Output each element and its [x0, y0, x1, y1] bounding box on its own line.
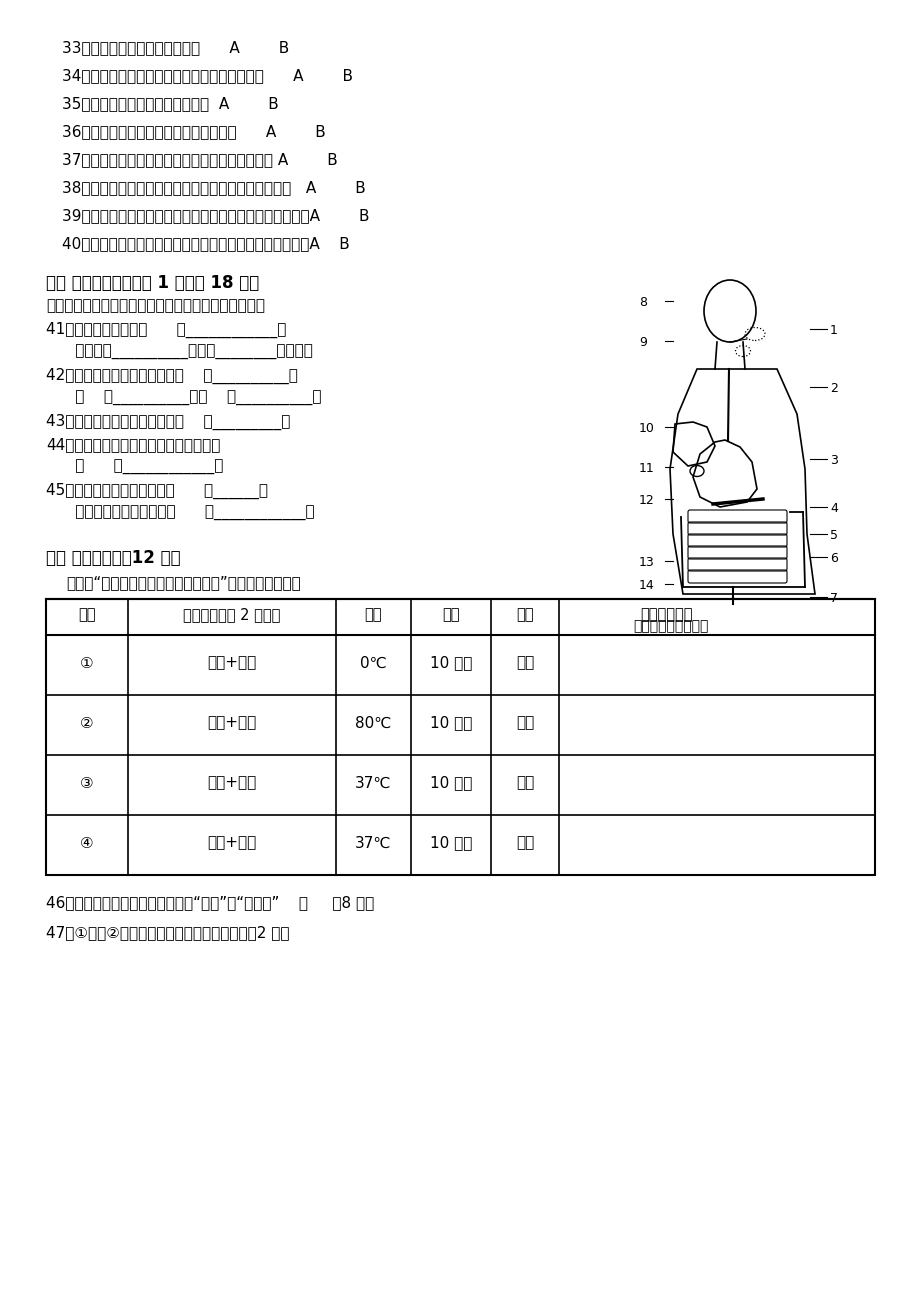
Text: ①: ①	[80, 655, 94, 671]
Text: 下表为“唤液淠粉酶对淠粉的消化作用”的几组实验记录。: 下表为“唤液淠粉酶对淠粉的消化作用”的几组实验记录。	[66, 575, 301, 590]
Text: 5: 5	[829, 529, 837, 542]
Text: 42、位于消化道外的消化腺是【    】__________，: 42、位于消化道外的消化腺是【 】__________，	[46, 368, 298, 384]
Text: 45、淠粉开始消化的部位是【      】______；: 45、淠粉开始消化的部位是【 】______；	[46, 483, 267, 499]
Text: 四． 实验探究题（12 分）: 四． 实验探究题（12 分）	[46, 549, 180, 566]
Text: 3: 3	[829, 454, 837, 467]
Text: 10 分钟: 10 分钟	[429, 836, 471, 850]
Text: 2: 2	[829, 381, 837, 395]
Text: 【      】____________，: 【 】____________，	[46, 460, 223, 475]
Text: 12: 12	[639, 493, 654, 506]
Text: 46．在表格内填写实验现象（选填“变蓝”或“不变蓝”    ）     （8 分）: 46．在表格内填写实验现象（选填“变蓝”或“不变蓝” ） （8 分）	[46, 894, 374, 910]
Text: 磘液: 磘液	[516, 776, 534, 790]
Text: 【    】__________、【    】__________；: 【 】__________、【 】__________；	[46, 391, 321, 406]
Text: 40．身体各处的静脉瓣内表面都有防止血液倒流的静脉瓣。A    B: 40．身体各处的静脉瓣内表面都有防止血液倒流的静脉瓣。A B	[62, 236, 349, 251]
Text: 41、最大的消化腺是【      】____________，: 41、最大的消化腺是【 】____________，	[46, 322, 286, 339]
Text: ④: ④	[80, 836, 94, 850]
Text: 淠粉+唤液: 淠粉+唤液	[207, 716, 256, 730]
Text: 加碘后的现象: 加碘后的现象	[640, 608, 693, 622]
Text: 36．人的胚胎发育开始于卵细胞的产生。      A        B: 36．人的胚胎发育开始于卵细胞的产生。 A B	[62, 124, 325, 139]
Text: 淠粉+唤液: 淠粉+唤液	[207, 655, 256, 671]
Text: 磘液: 磘液	[516, 836, 534, 850]
Text: 47．①号和②号试管的实验现象说明了什么？（2 分）: 47．①号和②号试管的实验现象说明了什么？（2 分）	[46, 924, 289, 940]
Text: 37℃: 37℃	[355, 776, 391, 790]
Text: ②: ②	[80, 716, 94, 730]
Text: 35．越细的支气管，管壁就越薄。  A        B: 35．越细的支气管，管壁就越薄。 A B	[62, 96, 278, 111]
Text: 80℃: 80℃	[355, 716, 391, 730]
Text: 8: 8	[639, 296, 646, 309]
Text: 6: 6	[829, 552, 837, 565]
Text: 7: 7	[829, 592, 837, 605]
Text: 11: 11	[639, 462, 654, 475]
Text: 34．白细胞和血小板都是没有细胞核的血细胞。      A        B: 34．白细胞和血小板都是没有细胞核的血细胞。 A B	[62, 68, 353, 83]
Text: 1: 1	[829, 324, 837, 337]
Text: 10 分钟: 10 分钟	[429, 776, 471, 790]
Text: 33．肺是呼吸系统的主要器官。      A        B: 33．肺是呼吸系统的主要器官。 A B	[62, 40, 289, 55]
Text: 39．维生素、无机盐在人体内含量都不多，但作用都很大。A        B: 39．维生素、无机盐在人体内含量都不多，但作用都很大。A B	[62, 208, 369, 223]
Text: 加入物质（各 2 毫升）: 加入物质（各 2 毫升）	[183, 608, 280, 622]
Text: ③: ③	[80, 776, 94, 790]
Text: 它能分泌__________，促进________被消化。: 它能分泌__________，促进________被消化。	[46, 345, 312, 361]
Text: 三． 识图做答题（每空 1 分，共 18 分）: 三． 识图做答题（每空 1 分，共 18 分）	[46, 273, 259, 292]
Text: 淠粉+唤液: 淠粉+唤液	[207, 776, 256, 790]
Text: 右图为人体消化系统模式图，请根据图回答下列问题。: 右图为人体消化系统模式图，请根据图回答下列问题。	[46, 298, 265, 312]
Text: 10: 10	[639, 422, 654, 435]
Text: 时间: 时间	[442, 608, 460, 622]
Text: 10 分钟: 10 分钟	[429, 655, 471, 671]
Text: 9: 9	[639, 336, 646, 349]
Bar	[46, 599, 874, 875]
Text: 碘液: 碘液	[516, 655, 534, 671]
Text: 13: 13	[639, 556, 654, 569]
Text: 37℃: 37℃	[355, 836, 391, 850]
Text: 磘液: 磘液	[516, 716, 534, 730]
Text: 44、消化食物吸收营养物质的主要场所是: 44、消化食物吸收营养物质的主要场所是	[46, 437, 221, 452]
Text: 水温: 水温	[364, 608, 381, 622]
Text: 4: 4	[829, 503, 837, 516]
Text: 10 分钟: 10 分钟	[429, 716, 471, 730]
Text: 37．消化食物和吸收营养物质的主要场所是小肠。 A        B: 37．消化食物和吸收营养物质的主要场所是小肠。 A B	[62, 152, 337, 167]
Text: 人体消化系统模式图: 人体消化系统模式图	[632, 618, 708, 633]
Text: 脂肪开始消化的部位是【      】____________。: 脂肪开始消化的部位是【 】____________。	[46, 506, 314, 521]
Text: 38．动脉中流动的是动脉血，静脉中流动的是静脉血。   A        B: 38．动脉中流动的是动脉血，静脉中流动的是静脉血。 A B	[62, 180, 366, 195]
Text: 淠粉+清水: 淠粉+清水	[207, 836, 256, 850]
Text: 43、消化道中最膨大的部分是【    】_________。: 43、消化道中最膨大的部分是【 】_________。	[46, 414, 290, 430]
Text: 0℃: 0℃	[359, 655, 387, 671]
Text: 试管: 试管	[78, 608, 96, 622]
Text: 试剂: 试剂	[516, 608, 533, 622]
Text: 14: 14	[639, 579, 654, 592]
